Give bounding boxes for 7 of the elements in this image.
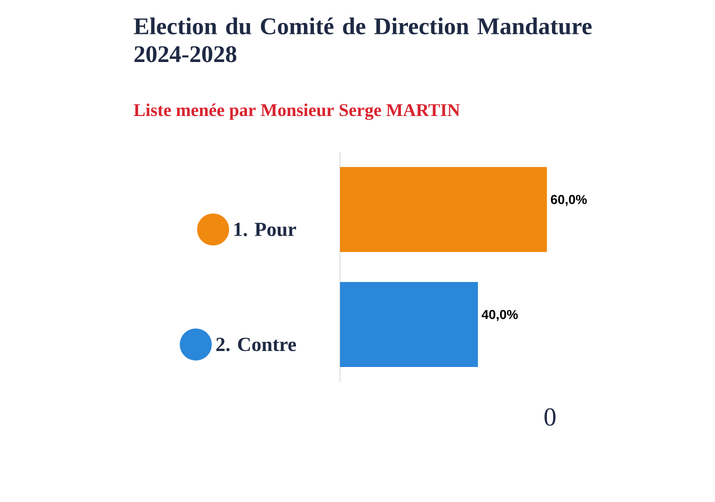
- data-label: 60,0%: [550, 194, 587, 206]
- chart-subtitle: Liste menée par Monsieur Serge MARTIN: [134, 104, 460, 120]
- text: 0: [544, 408, 556, 426]
- data-label: 40,0%: [482, 310, 518, 321]
- y-tick-label: 1. Pour: [234, 222, 296, 236]
- y-tick-label: 2. Contre: [216, 338, 296, 352]
- chart-title: Election du Comité de Direction Mandature 2024-2028: [134, 18, 592, 62]
